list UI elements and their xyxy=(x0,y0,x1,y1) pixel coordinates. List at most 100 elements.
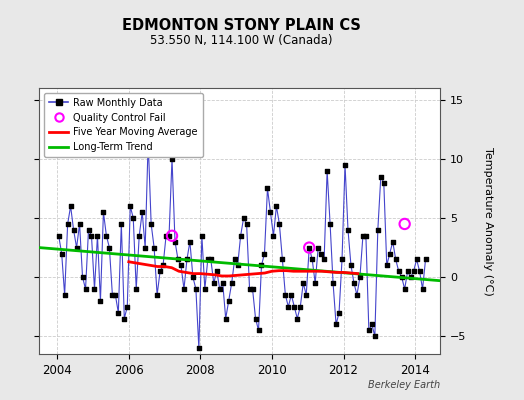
Point xyxy=(123,304,132,310)
Point xyxy=(201,286,209,292)
Point xyxy=(102,232,111,239)
Point xyxy=(305,244,313,251)
Point xyxy=(398,274,406,280)
Point xyxy=(60,292,69,298)
Point xyxy=(58,250,66,257)
Point xyxy=(379,179,388,186)
Point xyxy=(335,310,343,316)
Point xyxy=(269,232,278,239)
Point xyxy=(206,256,215,263)
Point xyxy=(141,244,149,251)
Point xyxy=(231,256,239,263)
Point xyxy=(386,250,394,257)
Point xyxy=(168,232,176,239)
Point xyxy=(108,292,116,298)
Point xyxy=(236,232,245,239)
Point xyxy=(287,292,296,298)
Point xyxy=(183,256,191,263)
Point xyxy=(260,250,269,257)
Point xyxy=(79,274,87,280)
Point xyxy=(299,280,308,286)
Point xyxy=(150,244,158,251)
Point xyxy=(219,280,227,286)
Point xyxy=(317,250,325,257)
Point xyxy=(88,232,96,239)
Point xyxy=(138,209,146,215)
Point xyxy=(368,321,376,328)
Point xyxy=(391,256,400,263)
Point xyxy=(254,327,263,334)
Point xyxy=(350,280,358,286)
Point xyxy=(177,262,185,268)
Point xyxy=(308,256,316,263)
Point xyxy=(403,268,412,274)
Point xyxy=(174,256,182,263)
Point xyxy=(266,209,275,215)
Point xyxy=(185,238,194,245)
Point xyxy=(314,244,322,251)
Point xyxy=(215,286,224,292)
Point xyxy=(156,268,165,274)
Point xyxy=(400,286,409,292)
Point xyxy=(344,227,352,233)
Point xyxy=(210,280,218,286)
Point xyxy=(341,162,349,168)
Point xyxy=(296,304,304,310)
Point xyxy=(239,215,248,221)
Point xyxy=(189,274,197,280)
Point xyxy=(81,286,90,292)
Point xyxy=(54,232,63,239)
Legend: Raw Monthly Data, Quality Control Fail, Five Year Moving Average, Long-Term Tren: Raw Monthly Data, Quality Control Fail, … xyxy=(44,93,203,157)
Point xyxy=(69,227,78,233)
Point xyxy=(388,238,397,245)
Point xyxy=(147,221,155,227)
Point xyxy=(72,244,81,251)
Point xyxy=(245,286,254,292)
Point xyxy=(135,232,144,239)
Point xyxy=(359,232,367,239)
Point xyxy=(374,227,382,233)
Point xyxy=(290,304,299,310)
Point xyxy=(409,268,418,274)
Point xyxy=(365,327,373,334)
Point xyxy=(395,268,403,274)
Point xyxy=(332,321,340,328)
Point xyxy=(370,333,379,340)
Point xyxy=(407,274,415,280)
Point xyxy=(272,203,281,210)
Point xyxy=(320,256,329,263)
Point xyxy=(162,232,170,239)
Point xyxy=(222,315,230,322)
Point xyxy=(326,221,334,227)
Point xyxy=(132,286,140,292)
Point xyxy=(192,286,200,292)
Point xyxy=(180,286,188,292)
Point xyxy=(227,280,236,286)
Point xyxy=(204,256,212,263)
Point xyxy=(284,304,292,310)
Point xyxy=(93,232,102,239)
Point xyxy=(63,221,72,227)
Text: EDMONTON STONY PLAIN CS: EDMONTON STONY PLAIN CS xyxy=(122,18,361,33)
Point xyxy=(90,286,99,292)
Point xyxy=(383,262,391,268)
Point xyxy=(198,232,206,239)
Point xyxy=(114,310,123,316)
Y-axis label: Temperature Anomaly (°C): Temperature Anomaly (°C) xyxy=(483,147,493,295)
Point xyxy=(281,292,290,298)
Point xyxy=(75,221,84,227)
Point xyxy=(257,262,266,268)
Point xyxy=(117,221,126,227)
Point xyxy=(353,292,361,298)
Point xyxy=(111,292,119,298)
Point xyxy=(421,256,430,263)
Point xyxy=(263,185,271,192)
Point xyxy=(84,227,93,233)
Point xyxy=(418,286,427,292)
Point xyxy=(252,315,260,322)
Point xyxy=(311,280,319,286)
Point xyxy=(120,315,128,322)
Point xyxy=(362,232,370,239)
Point xyxy=(305,244,313,251)
Point xyxy=(105,244,114,251)
